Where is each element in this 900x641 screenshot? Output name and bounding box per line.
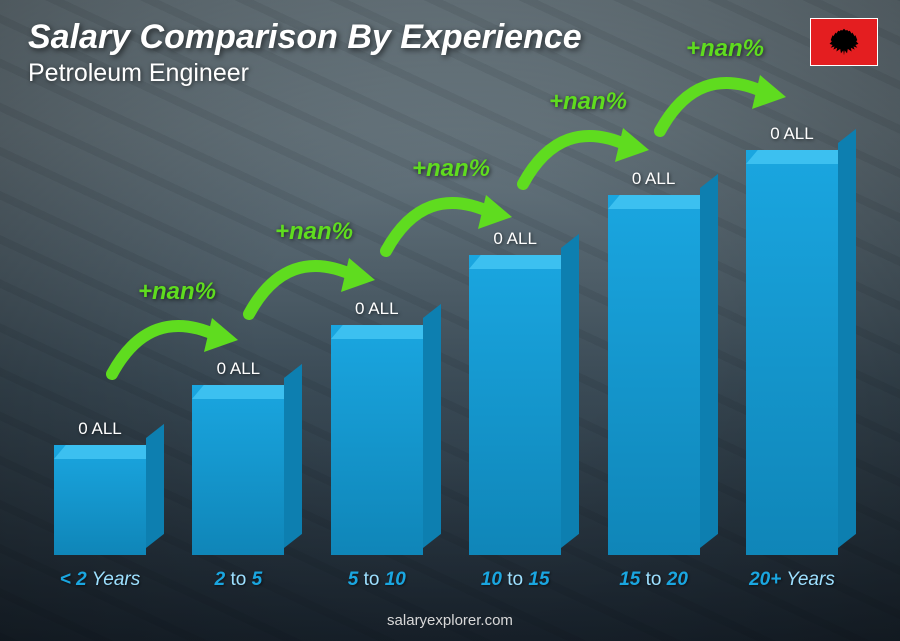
bar-value-label: 0 ALL xyxy=(217,359,261,379)
bar-front-face xyxy=(331,325,423,555)
x-axis-label: 5 to 10 xyxy=(348,569,406,591)
bar-group: 0 ALL 10 to 15 xyxy=(451,229,579,591)
x-axis-label: 20+ Years xyxy=(749,569,835,591)
x-axis-label: < 2 Years xyxy=(60,569,140,591)
bar xyxy=(746,150,838,555)
bar-side-face xyxy=(146,424,164,548)
bar-top-face xyxy=(746,150,850,164)
bar-group: 0 ALL 5 to 10 xyxy=(313,299,441,591)
chart-title: Salary Comparison By Experience xyxy=(28,18,582,57)
bar-group: 0 ALL 15 to 20 xyxy=(590,169,718,591)
bar-top-face xyxy=(608,195,712,209)
bar-group: 0 ALL 2 to 5 xyxy=(174,359,302,591)
bar-group: 0 ALL 20+ Years xyxy=(728,124,856,591)
bar-chart: 0 ALL< 2 Years0 ALL2 to 50 ALL5 to 100 A… xyxy=(36,91,856,591)
x-axis-label: 2 to 5 xyxy=(215,569,263,591)
bar xyxy=(608,195,700,555)
bar-value-label: 0 ALL xyxy=(493,229,537,249)
x-axis-label: 15 to 20 xyxy=(619,569,688,591)
bar-side-face xyxy=(284,364,302,548)
bar-top-face xyxy=(192,385,296,399)
footer-credit: salaryexplorer.com xyxy=(0,612,900,629)
eagle-icon xyxy=(825,23,863,61)
bar-value-label: 0 ALL xyxy=(632,169,676,189)
chart-subtitle: Petroleum Engineer xyxy=(28,59,582,88)
bar-front-face xyxy=(192,385,284,555)
bar xyxy=(331,325,423,555)
bar-value-label: 0 ALL xyxy=(355,299,399,319)
flag-albania xyxy=(810,18,878,66)
bar-side-face xyxy=(700,174,718,548)
bar-side-face xyxy=(561,234,579,548)
header: Salary Comparison By Experience Petroleu… xyxy=(28,18,582,88)
bar-top-face xyxy=(331,325,435,339)
bar-side-face xyxy=(423,304,441,548)
bar-front-face xyxy=(54,445,146,555)
bar-front-face xyxy=(469,255,561,555)
bar-front-face xyxy=(746,150,838,555)
bar-top-face xyxy=(54,445,158,459)
bar xyxy=(54,445,146,555)
bar xyxy=(469,255,561,555)
bar-group: 0 ALL < 2 Years xyxy=(36,419,164,591)
bar-value-label: 0 ALL xyxy=(78,419,122,439)
bar-value-label: 0 ALL xyxy=(770,124,814,144)
bar-side-face xyxy=(838,129,856,548)
bar-top-face xyxy=(469,255,573,269)
bar-front-face xyxy=(608,195,700,555)
bar xyxy=(192,385,284,555)
x-axis-label: 10 to 15 xyxy=(481,569,550,591)
